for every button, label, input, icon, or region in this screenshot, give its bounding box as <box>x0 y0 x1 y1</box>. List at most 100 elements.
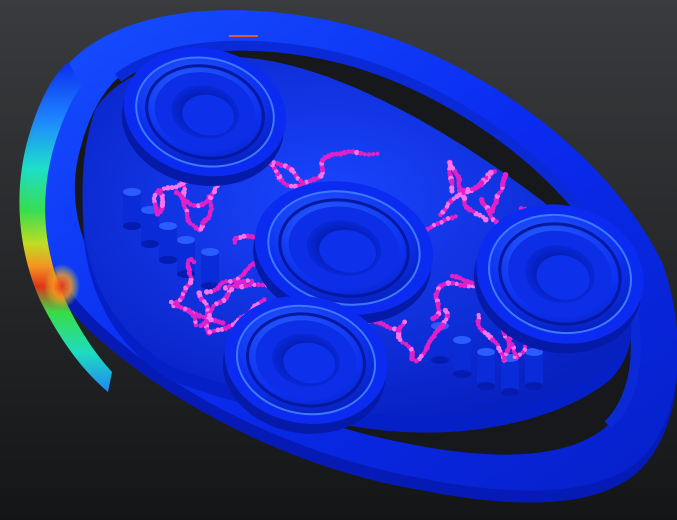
contact-marker <box>228 278 233 284</box>
contact-marker <box>449 280 456 286</box>
gear-tooth <box>177 236 195 278</box>
contact-marker <box>453 214 458 219</box>
contact-marker <box>388 326 393 331</box>
contact-marker <box>208 289 214 295</box>
contact-marker <box>457 282 464 288</box>
contact-marker <box>243 283 249 289</box>
contact-marker <box>358 150 364 156</box>
contact-marker <box>501 357 507 363</box>
contact-marker <box>456 187 463 193</box>
contact-marker <box>502 172 509 178</box>
contact-marker <box>241 233 247 239</box>
ring-inner-wall <box>114 40 641 429</box>
bearing-race-groove <box>498 222 622 326</box>
contact-marker <box>449 273 455 279</box>
contact-marker <box>252 282 257 287</box>
contact-marker <box>435 221 441 227</box>
contact-marker <box>362 152 368 157</box>
contact-marker <box>341 149 348 156</box>
contact-marker <box>449 215 455 221</box>
contact-marker <box>465 186 471 192</box>
contact-marker <box>169 185 175 191</box>
contact-marker <box>288 183 294 189</box>
contact-marker <box>245 233 251 240</box>
contact-marker <box>255 282 262 288</box>
contact-marker <box>211 328 217 334</box>
contact-marker <box>245 278 251 283</box>
contact-marker <box>281 180 287 186</box>
contact-marker <box>188 201 193 207</box>
contact-marker <box>220 320 226 326</box>
contact-marker <box>292 183 299 190</box>
contact-marker <box>226 323 232 329</box>
contact-marker <box>261 297 267 303</box>
contact-marker <box>350 149 356 155</box>
contact-marker <box>249 233 255 240</box>
contact-marker <box>191 259 197 265</box>
contact-marker <box>457 191 463 198</box>
contact-marker <box>224 279 229 284</box>
contact-marker <box>191 203 197 208</box>
contact-marker <box>430 315 437 322</box>
stress-band-left <box>19 62 112 392</box>
gear-tooth <box>159 222 177 264</box>
contact-marker <box>215 327 221 333</box>
bearing-shaft <box>283 342 336 384</box>
contact-marker <box>449 188 455 194</box>
contact-marker <box>247 282 253 288</box>
contact-marker <box>237 235 243 241</box>
bearing-race-groove <box>278 198 410 298</box>
contact-marker <box>187 221 193 226</box>
contact-marker <box>384 324 390 329</box>
contact-marker <box>346 149 352 155</box>
bearing-race-groove <box>145 64 265 160</box>
bearing-center[interactable] <box>242 167 443 338</box>
bearing-right[interactable] <box>459 187 659 371</box>
bearing-top-left[interactable] <box>110 33 299 201</box>
stress-hotspot <box>44 264 80 308</box>
contact-marker <box>198 323 204 329</box>
contact-marker <box>156 188 161 193</box>
contact-marker <box>431 222 437 228</box>
bearing-bottom[interactable] <box>213 283 398 446</box>
contact-marker <box>204 289 210 295</box>
contact-marker <box>469 186 475 192</box>
gear-tooth <box>123 188 141 230</box>
contact-marker <box>183 306 188 311</box>
bearing-shaft <box>182 94 234 136</box>
contact-marker <box>403 341 409 347</box>
bearing-race-groove <box>245 312 367 408</box>
gear-tooth <box>201 248 219 290</box>
bearing-shaft <box>536 255 590 300</box>
contact-marker <box>445 216 451 221</box>
contact-marker <box>232 240 237 245</box>
contact-marker <box>454 281 459 286</box>
contact-marker <box>476 312 481 318</box>
contact-marker <box>371 151 376 157</box>
contact-marker <box>165 185 171 191</box>
contact-marker <box>445 280 452 286</box>
contact-marker <box>472 184 479 191</box>
contact-marker <box>161 186 167 191</box>
contact-marker <box>453 273 460 280</box>
contact-marker <box>271 160 277 165</box>
contact-marker <box>461 187 466 193</box>
contact-marker <box>249 278 255 284</box>
contact-marker <box>413 358 419 364</box>
contact-marker <box>333 151 340 157</box>
gear-tooth <box>477 348 495 390</box>
contact-marker <box>402 319 408 325</box>
gear-tooth <box>453 336 471 378</box>
contact-marker <box>168 299 174 305</box>
contact-marker <box>241 278 247 284</box>
contact-marker <box>375 151 380 156</box>
bearing-shaft <box>319 229 376 273</box>
contact-marker <box>366 152 372 157</box>
contact-marker <box>354 149 360 156</box>
contact-marker <box>222 285 229 291</box>
contact-marker <box>511 348 516 353</box>
contact-marker <box>439 220 444 225</box>
gear-tooth <box>525 348 543 390</box>
